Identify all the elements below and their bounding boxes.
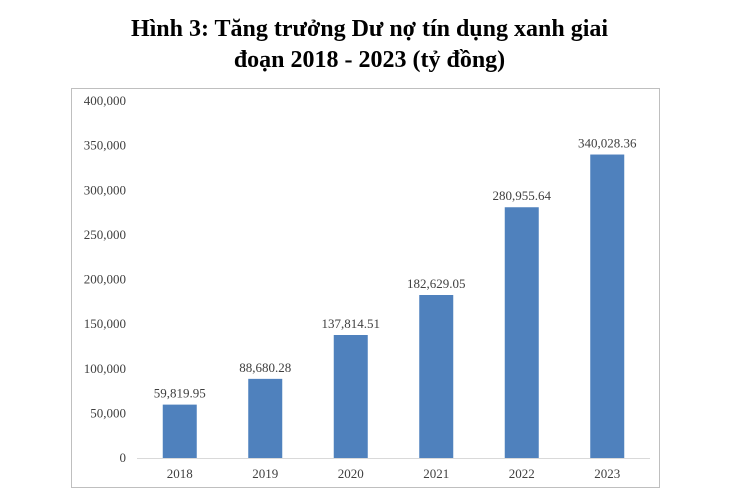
chart-title-line-1: Hình 3: Tăng trưởng Dư nợ tín dụng xanh … [130,16,609,42]
x-tick-label: 2023 [594,466,620,481]
x-tick-label: 2020 [338,466,364,481]
data-label-2020: 137,814.51 [322,316,381,331]
data-label-2021: 182,629.05 [407,276,466,291]
chart-title-line-2: đoạn 2018 - 2023 (tỷ đồng) [233,47,506,73]
y-tick-label: 350,000 [84,138,126,153]
data-label-2019: 88,680.28 [239,360,291,375]
data-label-2023: 340,028.36 [578,136,637,151]
chart-frame [71,88,660,488]
bar-2019 [248,378,283,458]
y-tick-label: 50,000 [90,405,126,420]
x-tick-label: 2018 [167,466,193,481]
y-tick-label: 150,000 [84,316,126,331]
y-tick-label: 250,000 [84,227,126,242]
data-label-2022: 280,955.64 [493,188,552,203]
y-tick-label: 400,000 [84,93,126,108]
bar-2022 [504,207,539,458]
bar-2020 [333,335,368,458]
bar-2023 [590,154,625,458]
x-tick-label: 2019 [252,466,278,481]
bar-2018 [162,404,197,458]
data-label-2018: 59,819.95 [154,386,206,401]
y-tick-label: 0 [120,450,127,465]
y-tick-label: 300,000 [84,182,126,197]
y-tick-label: 200,000 [84,272,126,287]
y-tick-label: 100,000 [84,361,126,376]
x-tick-label: 2022 [509,466,535,481]
chart-title: Hình 3: Tăng trưởng Dư nợ tín dụng xanh … [0,14,739,76]
x-tick-label: 2021 [423,466,449,481]
bar-2021 [419,295,454,458]
